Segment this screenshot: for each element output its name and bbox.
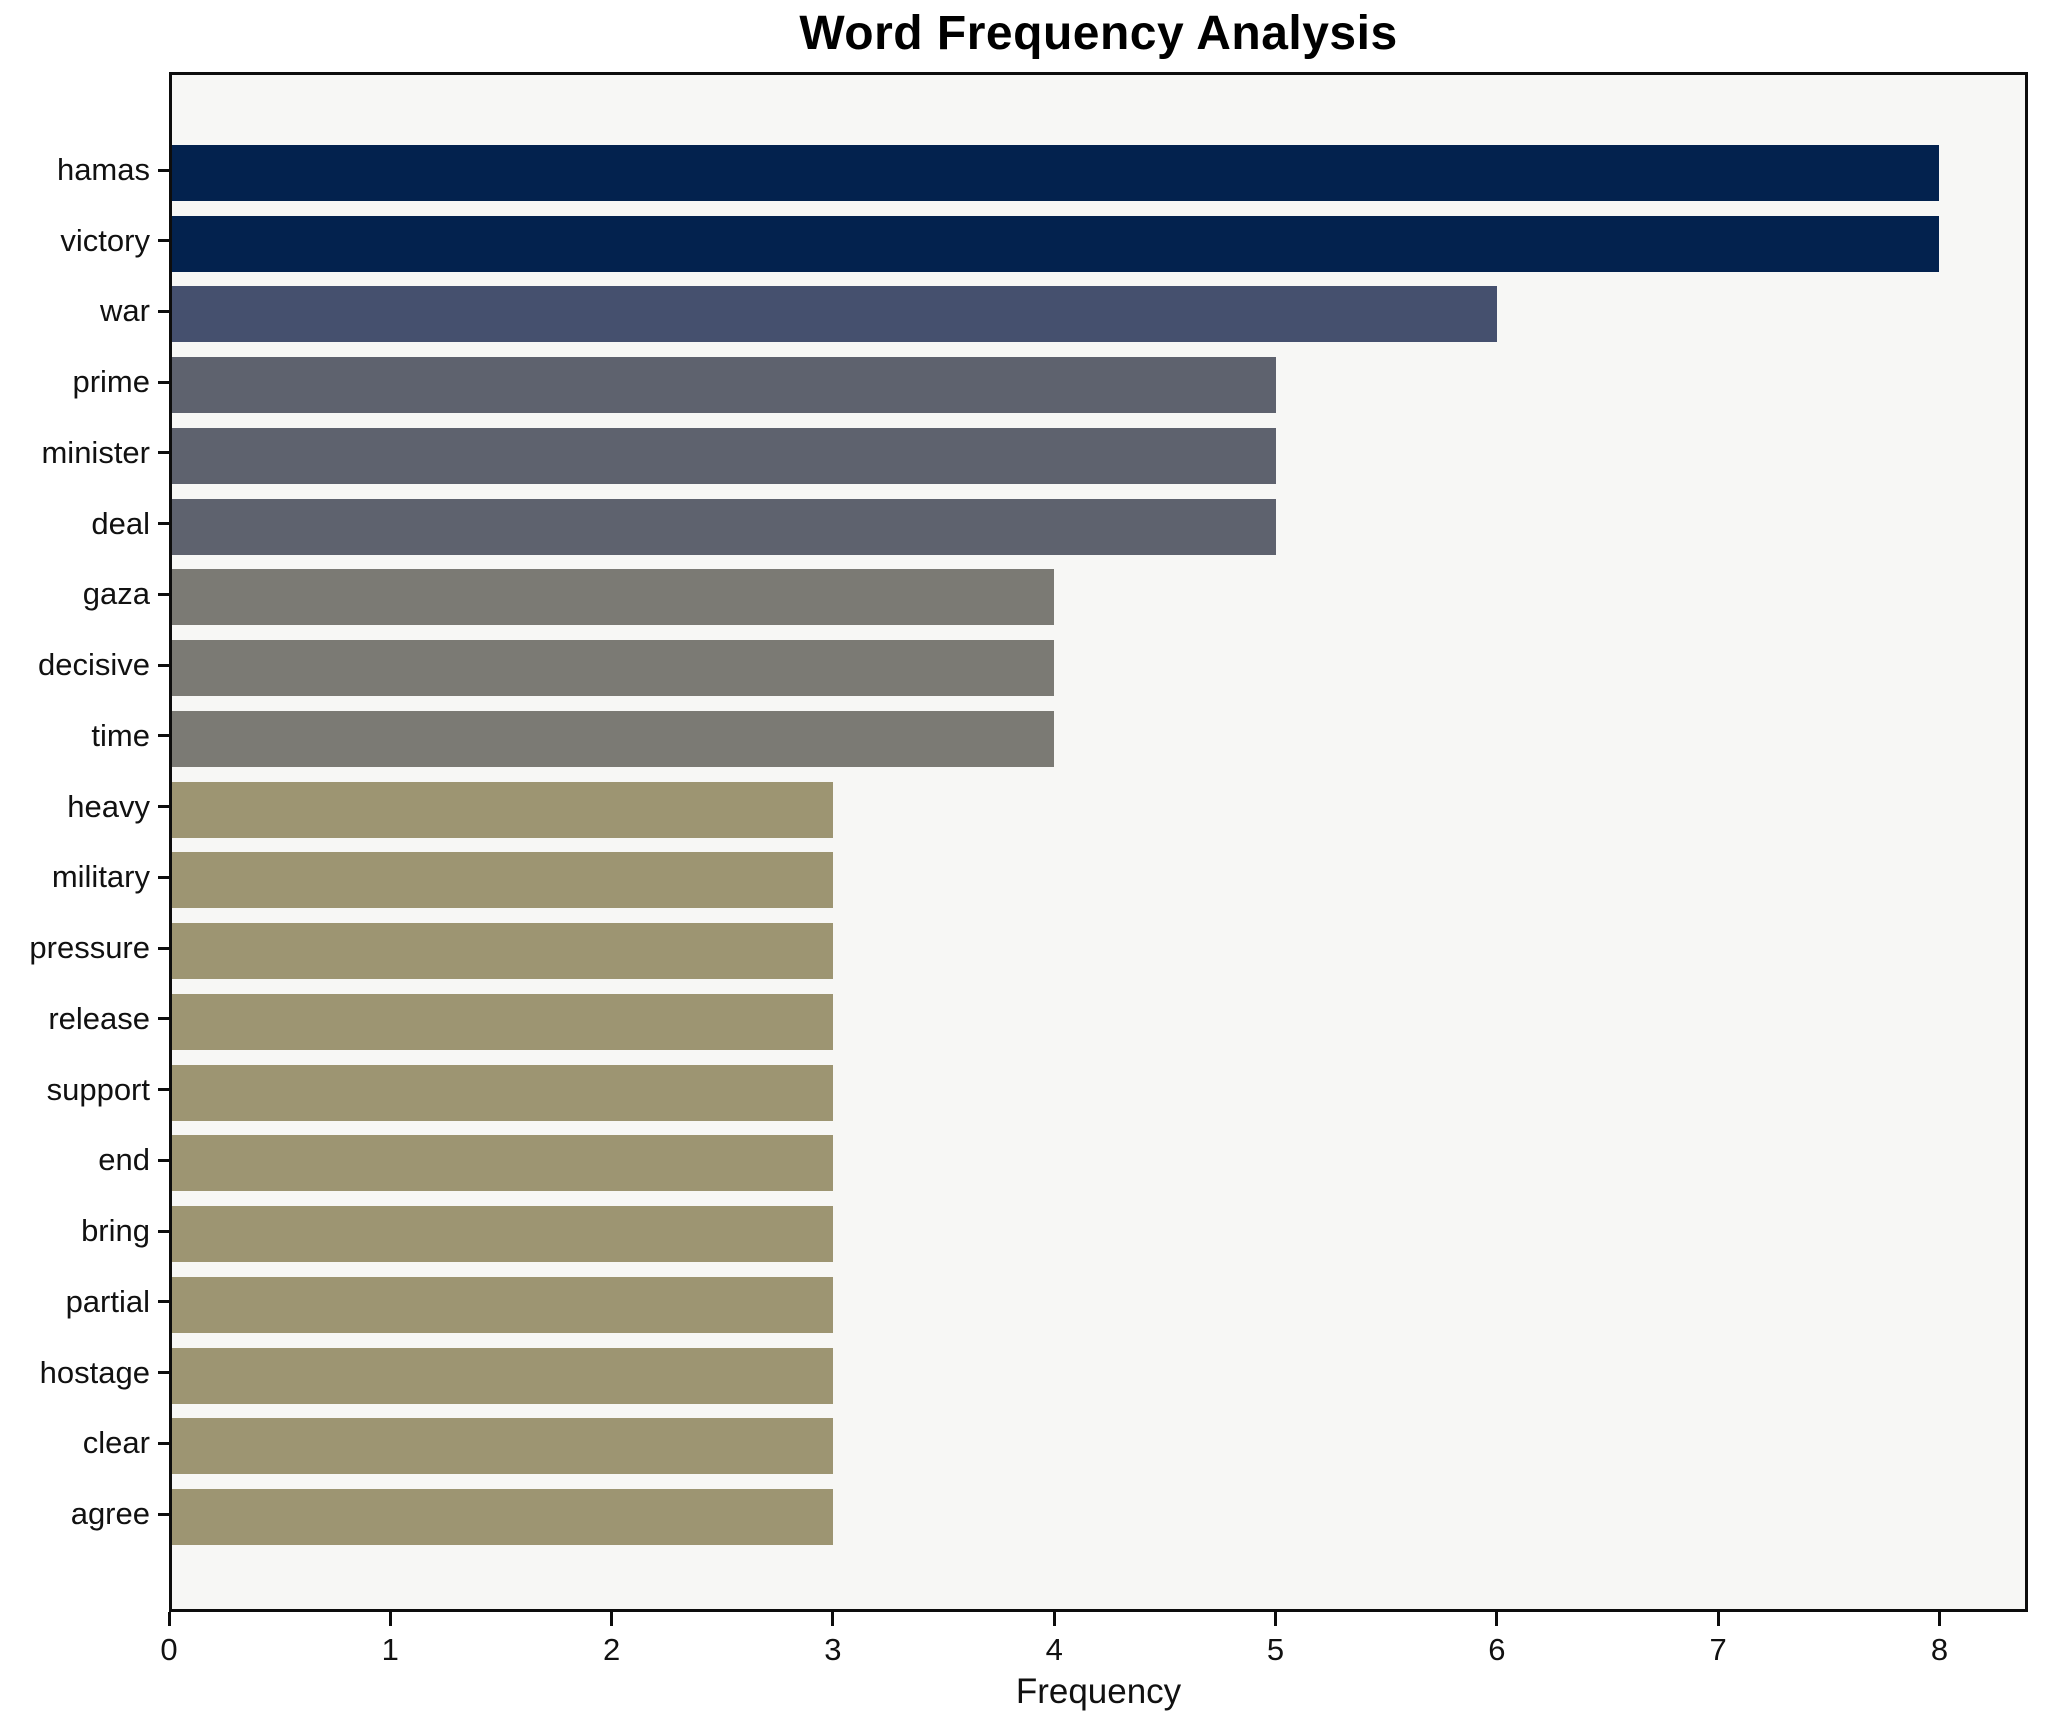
y-tick-label: war: [100, 293, 150, 329]
y-tick-mark: [158, 734, 169, 738]
y-tick-mark: [158, 380, 169, 384]
y-tick-mark: [158, 1441, 169, 1445]
x-tick-mark: [610, 1612, 614, 1626]
y-tick-mark: [158, 451, 169, 455]
y-tick-label: heavy: [67, 788, 150, 824]
y-tick-label: end: [98, 1142, 150, 1178]
bar-time: [172, 710, 1055, 767]
y-tick-mark: [158, 1088, 169, 1092]
x-tick-label: 7: [1709, 1632, 1727, 1667]
bar-support: [172, 1064, 833, 1121]
y-tick-label: deal: [91, 505, 150, 541]
bar-release: [172, 993, 833, 1050]
y-tick-label: bring: [81, 1213, 150, 1249]
bar-agree: [172, 1489, 833, 1546]
x-tick-mark: [1274, 1612, 1278, 1626]
y-tick-label: support: [46, 1071, 150, 1107]
x-tick-mark: [1937, 1612, 1941, 1626]
y-tick-label: prime: [72, 364, 150, 400]
x-tick-mark: [1716, 1612, 1720, 1626]
bar-clear: [172, 1418, 833, 1475]
x-tick-label: 2: [602, 1632, 621, 1667]
bar-bring: [172, 1206, 833, 1263]
bar-hostage: [172, 1347, 833, 1404]
bar-prime: [172, 357, 1276, 414]
y-tick-label: time: [91, 717, 150, 753]
y-tick-mark: [158, 1371, 169, 1375]
y-tick-label: hostage: [39, 1354, 150, 1390]
bar-gaza: [172, 569, 1055, 626]
chart-title: Word Frequency Analysis: [799, 7, 1398, 60]
y-tick-mark: [158, 522, 169, 526]
y-tick-label: minister: [41, 434, 150, 470]
y-tick-label: pressure: [29, 930, 150, 966]
x-tick-label: 4: [1045, 1632, 1063, 1667]
x-tick-mark: [831, 1612, 835, 1626]
x-tick-mark: [388, 1612, 392, 1626]
y-tick-mark: [158, 1300, 169, 1304]
bar-minister: [172, 427, 1276, 484]
bar-partial: [172, 1276, 833, 1333]
x-tick-label: 6: [1488, 1632, 1506, 1667]
x-tick-label: 3: [824, 1632, 842, 1667]
x-tick-label: 0: [160, 1632, 178, 1667]
x-tick-label: 5: [1266, 1632, 1285, 1667]
y-tick-mark: [158, 592, 169, 596]
y-tick-label: clear: [82, 1425, 150, 1461]
y-tick-mark: [158, 1158, 169, 1162]
bar-heavy: [172, 781, 833, 838]
y-tick-mark: [158, 663, 169, 667]
y-tick-label: partial: [65, 1283, 150, 1319]
y-tick-mark: [158, 805, 169, 809]
y-tick-mark: [158, 239, 169, 243]
y-tick-label: agree: [70, 1496, 150, 1532]
y-tick-label: decisive: [38, 647, 150, 683]
plot-area: [169, 72, 2028, 1612]
bar-military: [172, 852, 833, 909]
bar-war: [172, 286, 1497, 343]
y-tick-label: gaza: [82, 576, 150, 612]
x-axis-label: Frequency: [1015, 1672, 1182, 1711]
y-tick-mark: [158, 1017, 169, 1021]
y-tick-mark: [158, 1512, 169, 1516]
x-tick-label: 1: [381, 1632, 399, 1667]
y-tick-mark: [158, 875, 169, 879]
y-tick-mark: [158, 168, 169, 172]
x-tick-label: 8: [1930, 1632, 1949, 1667]
y-tick-mark: [158, 1229, 169, 1233]
bar-victory: [172, 215, 1940, 272]
y-tick-label: release: [48, 1000, 150, 1036]
x-tick-mark: [167, 1612, 171, 1626]
y-tick-label: victory: [60, 222, 150, 258]
bar-hamas: [172, 145, 1940, 201]
x-tick-mark: [1495, 1612, 1499, 1626]
bar-deal: [172, 498, 1276, 555]
bar-end: [172, 1135, 833, 1192]
y-tick-mark: [158, 946, 169, 950]
y-tick-label: hamas: [56, 152, 150, 187]
bar-pressure: [172, 923, 833, 980]
y-tick-mark: [158, 309, 169, 313]
y-tick-label: military: [51, 859, 150, 895]
x-tick-mark: [1052, 1612, 1056, 1626]
bar-decisive: [172, 640, 1055, 697]
